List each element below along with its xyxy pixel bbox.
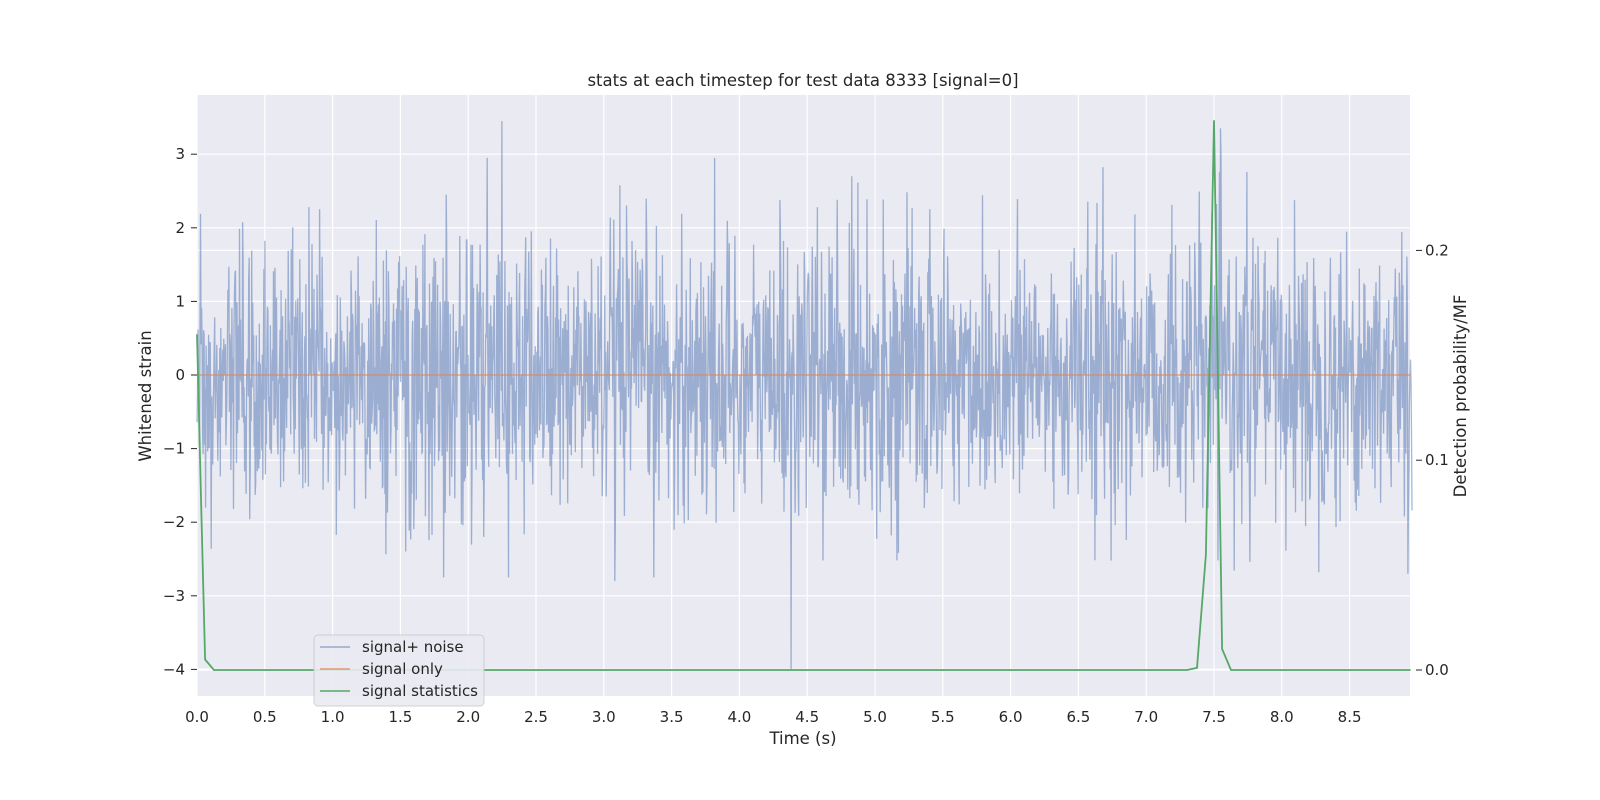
signal-statistics-line [196, 120, 1411, 671]
x-tick-label: 2.5 [524, 708, 548, 726]
legend-label-stats: signal statistics [362, 682, 478, 700]
y-tick-label: −2 [163, 513, 185, 531]
x-tick-label: 5.5 [931, 708, 955, 726]
y-tick-label: −4 [163, 660, 185, 678]
legend-label-signal: signal only [362, 660, 443, 678]
y-tick-label: 3 [175, 145, 185, 163]
y-tick-label: 2 [175, 219, 185, 237]
chart-title: stats at each timestep for test data 833… [587, 71, 1018, 90]
legend: signal+ noise signal only signal statist… [313, 634, 485, 707]
y2-tick-label: 0.2 [1425, 241, 1449, 259]
signal-statistics-series [196, 120, 1411, 671]
x-tick-label: 8.0 [1270, 708, 1294, 726]
x-tick-label: 1.5 [388, 708, 412, 726]
x-tick-label: 8.5 [1338, 708, 1362, 726]
y-tick-label: −3 [163, 587, 185, 605]
y2-tick-label: 0.0 [1425, 661, 1449, 679]
x-tick-label: 3.5 [660, 708, 684, 726]
x-tick-label: 0.5 [253, 708, 277, 726]
x-tick-label: 1.0 [321, 708, 345, 726]
x-axis-label: Time (s) [768, 729, 836, 748]
x-tick-label: 0.0 [185, 708, 209, 726]
x-tick-label: 3.0 [592, 708, 616, 726]
y-axis-label: Whitened strain [136, 330, 155, 461]
x-tick-label: 2.0 [456, 708, 480, 726]
x-tick-label: 5.0 [863, 708, 887, 726]
legend-label-noise: signal+ noise [362, 638, 464, 656]
x-axis: 0.0 0.5 1.0 1.5 2.0 2.5 3.0 3.5 4.0 4.5 5.0 5.5 6.0 6… [185, 708, 1361, 726]
y2-tick-label: 0.1 [1425, 451, 1449, 469]
legend-box [313, 634, 485, 707]
x-tick-label: 7.5 [1202, 708, 1226, 726]
x-tick-label: 4.0 [727, 708, 751, 726]
x-tick-label: 4.5 [795, 708, 819, 726]
y-tick-label: −1 [163, 440, 185, 458]
y-axis-left: 3 2 1 0 −1 −2 −3 −4 [163, 145, 197, 678]
x-tick-label: 7.0 [1134, 708, 1158, 726]
y-tick-label: 1 [175, 292, 185, 310]
y-tick-label: 0 [175, 366, 185, 384]
y2-axis-label: Detection probability/MF [1451, 295, 1470, 498]
y-axis-right: 0.2 0.1 0.0 [1416, 241, 1449, 679]
x-tick-label: 6.0 [999, 708, 1023, 726]
x-tick-label: 6.5 [1066, 708, 1090, 726]
